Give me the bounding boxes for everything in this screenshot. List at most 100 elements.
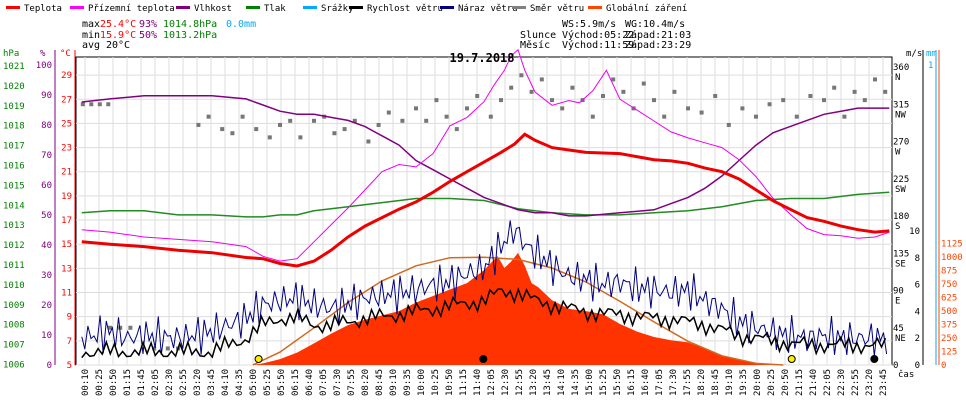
legend-label-4: Srážky — [321, 4, 354, 14]
wind-gust-line — [81, 220, 888, 357]
moonset-marker — [870, 355, 879, 363]
solar-theoretical-line — [252, 256, 784, 366]
x-tick-41: 17:05 — [655, 369, 665, 396]
x-tick-30: 12:30 — [501, 369, 511, 396]
x-tick-53: 22:05 — [823, 369, 833, 396]
axis-hpa-tick-0: 1021 — [3, 62, 25, 72]
wind-dir-point-30 — [488, 114, 493, 119]
x-tick-46: 19:10 — [725, 369, 735, 396]
axis-temp-tick-5: 19 — [61, 192, 72, 202]
axis-hpa-tick-7: 1014 — [3, 201, 25, 211]
x-tick-33: 13:45 — [543, 369, 553, 396]
axis-hpa-tick-8: 1013 — [3, 221, 25, 231]
wind-dir-point-28 — [465, 106, 469, 111]
wind-dir-point-9 — [254, 127, 259, 132]
x-tick-9: 03:45 — [207, 369, 217, 396]
legend-label-3: Tlak — [264, 4, 286, 14]
axis-pct-tick-9: 10 — [41, 331, 52, 341]
x-tick-50: 20:50 — [781, 369, 791, 396]
axis-compass-3: SW — [895, 185, 906, 195]
wind-dir-point-13 — [298, 135, 303, 140]
wind-dir-point-32 — [509, 85, 514, 90]
pressure-line — [81, 191, 890, 218]
axis-compass-4: S — [895, 222, 900, 232]
axis-hpa-unit: hPa — [3, 49, 19, 59]
legend-swatch-4 — [303, 6, 317, 9]
wind-dir-point-56 — [781, 98, 786, 103]
wind-dir-low-point-0 — [108, 325, 112, 330]
wind-dir-point-27 — [454, 127, 459, 132]
axis-hpa-tick-13: 1008 — [3, 321, 25, 331]
wind-dir-point-58 — [808, 93, 813, 98]
x-tick-47: 19:35 — [739, 369, 749, 396]
axis-wm2-tick-6: 375 — [941, 321, 957, 331]
wind-dir-point-31 — [499, 98, 503, 103]
x-tick-29: 12:05 — [487, 369, 497, 396]
x-tick-55: 22:55 — [851, 369, 861, 396]
x-tick-51: 21:15 — [795, 369, 805, 396]
axis-hpa-tick-11: 1010 — [3, 281, 25, 291]
axis-ms-tick-2: 6 — [915, 281, 920, 291]
legend-label-2: Vlhkost — [194, 4, 232, 14]
solar-radiation-area — [252, 252, 791, 365]
x-tick-7: 02:55 — [179, 369, 189, 396]
axis-hpa-tick-4: 1017 — [3, 142, 25, 152]
x-tick-32: 13:20 — [529, 369, 539, 396]
wind-dir-point-54 — [754, 114, 758, 119]
x-tick-3: 01:15 — [123, 369, 133, 396]
x-tick-45: 18:45 — [711, 369, 721, 396]
axis-ms-tick-5: 0 — [915, 361, 920, 371]
wind-dir-point-17 — [342, 127, 347, 132]
axis-dir-tick-6: 90 — [893, 287, 904, 297]
legend-swatch-5 — [349, 6, 363, 9]
axis-compass-7: NE — [895, 334, 906, 344]
axis-mm-unit: mm — [926, 49, 937, 59]
stats-min-press: 1013.2hPa — [163, 30, 217, 41]
moonset-time: Západ:23:29 — [625, 39, 691, 51]
sunset-time: Západ:21:03 — [625, 29, 691, 41]
axis-hpa-tick-12: 1009 — [3, 301, 25, 311]
legend-label-6: Náraz větru — [458, 4, 518, 14]
wind-dir-point-3 — [106, 102, 111, 107]
wind-dir-point-47 — [662, 114, 667, 119]
wind-dir-point-11 — [278, 122, 282, 127]
axis-hpa-tick-14: 1007 — [3, 341, 25, 351]
axis-pct-tick-6: 40 — [41, 241, 52, 251]
sunset-marker — [787, 355, 796, 363]
axis-pct-tick-3: 70 — [41, 151, 52, 161]
wind-gust-info: WG:10.4m/s — [625, 19, 685, 30]
x-tick-49: 20:25 — [767, 369, 777, 396]
legend-label-1: Přízemní teplota — [88, 4, 175, 14]
x-tick-38: 15:50 — [613, 369, 623, 396]
axis-hpa-tick-3: 1018 — [3, 122, 25, 132]
wind-dir-point-10 — [267, 135, 272, 140]
axis-ms-tick-0: 10 — [909, 227, 920, 237]
axis-dir-unit: m/s — [906, 49, 922, 59]
legend-swatch-7 — [512, 6, 526, 9]
axis-pct-tick-4: 60 — [41, 181, 52, 191]
wind-dir-point-14 — [312, 118, 316, 123]
legend-label-5: Rychlost větru — [367, 4, 443, 14]
wind-dir-point-53 — [740, 106, 745, 111]
axis-wm2-tick-0: 1125 — [941, 240, 963, 250]
axis-temp-tick-3: 23 — [61, 144, 72, 154]
wind-dir-point-65 — [883, 89, 888, 94]
ground-temperature-line — [81, 48, 890, 262]
wind-dir-point-62 — [852, 89, 857, 94]
axis-dir-tick-8: 0 — [893, 361, 898, 371]
stats-max-hum: 93% — [139, 19, 157, 30]
axis-compass-1: NW — [895, 110, 906, 120]
x-tick-20: 08:20 — [361, 369, 371, 396]
wind-dir-point-51 — [713, 93, 718, 98]
wind-dir-point-29 — [475, 93, 480, 98]
wind-dir-point-42 — [611, 77, 616, 82]
wind-dir-point-46 — [652, 98, 656, 103]
axis-compass-6: E — [895, 297, 900, 307]
wind-dir-point-60 — [832, 85, 837, 90]
x-tick-43: 17:55 — [683, 369, 693, 396]
stats-min-hum: 50% — [139, 30, 157, 41]
legend-swatch-3 — [246, 6, 260, 9]
axis-ms-tick-3: 4 — [915, 307, 920, 317]
wind-dir-point-33 — [519, 73, 524, 78]
x-tick-54: 22:30 — [837, 369, 847, 396]
